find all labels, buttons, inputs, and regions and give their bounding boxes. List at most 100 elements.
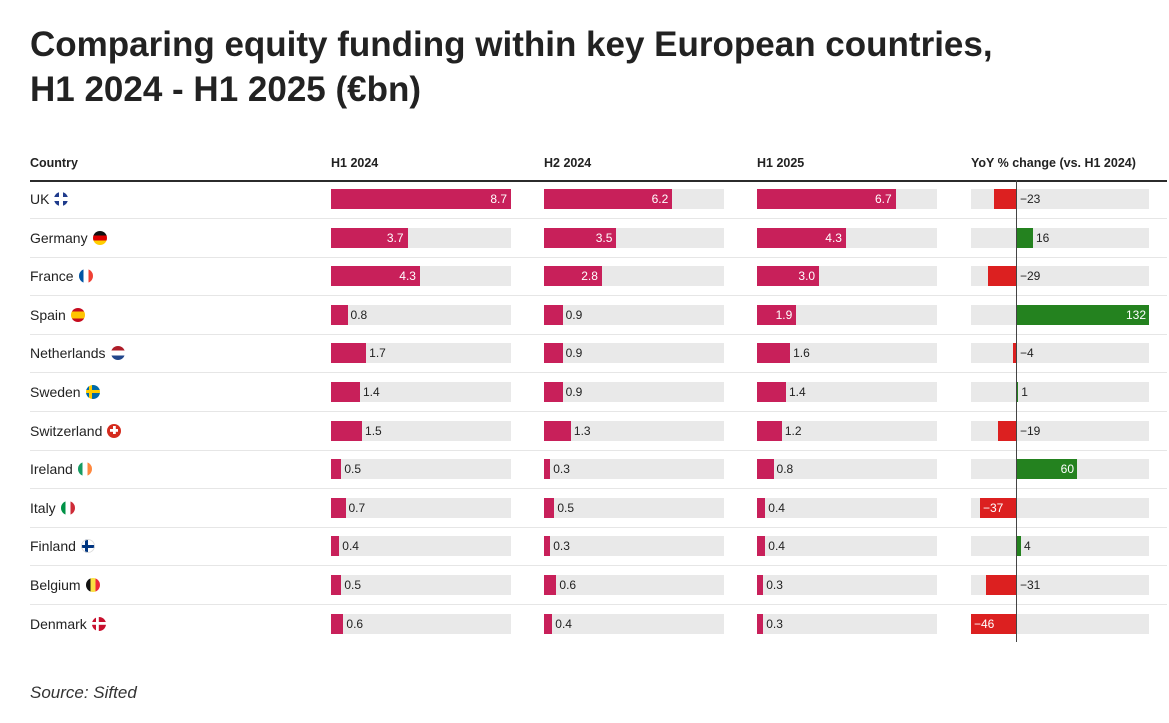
bar-track-h2-2024: 0.9: [544, 304, 724, 325]
country-label: Switzerland: [30, 422, 122, 439]
table-row: Netherlands 1.7 0.9 1.6 −4: [30, 334, 1167, 374]
bar-h1-2025: [757, 304, 797, 325]
yoy-bar-positive: [1017, 382, 1019, 402]
bar-value-label: 0.8: [350, 307, 368, 322]
yoy-value-label: 60: [1060, 462, 1074, 477]
yoy-track: −23: [971, 189, 1149, 209]
table-row: Ireland 0.5 0.3 0.8 60: [30, 450, 1167, 490]
country-label: Denmark: [30, 616, 106, 632]
bar-track-h1-2024: 1.5: [331, 420, 511, 441]
belgium-flag-icon: [85, 578, 100, 592]
denmark-flag-icon: [91, 616, 106, 631]
bar-h1-2025: [757, 575, 764, 595]
country-name: Denmark: [30, 615, 87, 632]
yoy-bar-positive: [1017, 536, 1021, 557]
yoy-track: −19: [971, 420, 1149, 441]
country-name: Switzerland: [30, 422, 103, 439]
bar-h1-2024: [331, 382, 360, 402]
yoy-value-label: 16: [1036, 230, 1050, 245]
header-country: Country: [30, 156, 78, 170]
yoy-value-label: 4: [1024, 539, 1031, 554]
table-row: UK 8.7 6.2 6.7 −23: [30, 180, 1167, 219]
country-name: Sweden: [30, 384, 81, 400]
country-name: Germany: [30, 229, 88, 246]
bar-h1-2025: [757, 382, 786, 402]
bar-h1-2025: [757, 343, 791, 364]
bar-h1-2024: [331, 575, 342, 595]
bar-value-label: 6.2: [651, 192, 669, 206]
netherlands-flag-icon: [110, 346, 125, 361]
bar-track-h1-2025: 1.9: [757, 304, 937, 325]
bar-h1-2025: [757, 536, 766, 557]
bar-track-h2-2024: 2.8: [544, 266, 724, 287]
sweden-flag-icon: [85, 385, 100, 399]
bar-track-h1-2025: 0.4: [757, 497, 937, 518]
country-label: UK: [30, 191, 69, 207]
bar-value-label: 1.4: [362, 385, 380, 399]
yoy-bar-negative: [1013, 343, 1017, 364]
bar-value-label: 0.4: [342, 539, 359, 554]
yoy-track: 1: [971, 382, 1149, 402]
bar-h2-2024: [544, 343, 563, 364]
bar-track-h2-2024: 0.5: [544, 497, 724, 518]
bar-h2-2024: [544, 536, 551, 557]
bar-value-label: 1.2: [784, 423, 802, 438]
bar-track-h2-2024: 3.5: [544, 227, 724, 248]
header-h1-2025: H1 2025: [757, 156, 805, 170]
bar-track-h1-2024: 0.7: [331, 497, 511, 518]
bar-h1-2025: [757, 613, 764, 634]
bar-track-h1-2024: 0.6: [331, 613, 511, 634]
table-row: Switzerland 1.5 1.3 1.2 −19: [30, 412, 1167, 451]
bar-h1-2024: [331, 304, 348, 325]
table-row: Denmark 0.6 0.4 0.3 −46: [30, 605, 1167, 643]
country-label: Germany: [30, 230, 107, 246]
bar-value-label: 1.6: [793, 346, 810, 361]
bar-value-label: 1.9: [775, 307, 793, 322]
bar-value-label: 8.7: [490, 192, 507, 206]
bar-h2-2024: [544, 575, 557, 595]
yoy-bar-positive: [1017, 227, 1033, 248]
bar-value-label: 0.9: [565, 346, 583, 361]
bar-h2-2024: [544, 304, 563, 325]
bar-h1-2024: [331, 420, 362, 441]
yoy-value-label: −23: [1020, 192, 1041, 206]
yoy-bar-negative: [986, 575, 1017, 595]
table-row: Spain 0.8 0.9 1.9 132: [30, 296, 1167, 335]
bar-h1-2024: [331, 613, 344, 634]
yoy-bar-negative: [971, 613, 1017, 634]
bar-track-h1-2025: 3.0: [757, 266, 937, 287]
bar-track-h2-2024: 0.9: [544, 343, 724, 364]
country-label: Belgium: [30, 577, 100, 593]
bar-value-label: 1.7: [369, 346, 386, 361]
yoy-track: 4: [971, 536, 1149, 557]
bar-value-label: 0.4: [768, 539, 785, 554]
yoy-bar-negative: [980, 497, 1017, 518]
bar-h2-2024: [544, 189, 673, 209]
table-row: Italy 0.7 0.5 0.4 −37: [30, 489, 1167, 528]
yoy-track: 16: [971, 227, 1149, 248]
bar-track-h2-2024: 1.3: [544, 420, 724, 441]
bar-track-h1-2024: 0.8: [331, 304, 511, 325]
country-name: Spain: [30, 306, 66, 323]
bar-value-label: 1.4: [788, 385, 806, 399]
yoy-bar-positive: [1017, 459, 1077, 480]
bar-track-h1-2024: 0.5: [331, 575, 511, 595]
bar-track-h1-2025: 4.3: [757, 227, 937, 248]
yoy-track: 60: [971, 459, 1149, 480]
bar-value-label: 0.3: [553, 462, 570, 477]
country-label: France: [30, 268, 93, 284]
chart-title-line-1: Comparing equity funding within key Euro…: [30, 25, 993, 64]
bar-value-label: 0.6: [559, 578, 577, 592]
table-row: Sweden 1.4 0.9 1.4 1: [30, 373, 1167, 412]
bar-track-h1-2024: 1.4: [331, 382, 511, 402]
bar-value-label: 3.5: [595, 230, 613, 245]
table-row: Belgium 0.5 0.6 0.3 −31: [30, 566, 1167, 605]
yoy-value-label: −29: [1020, 269, 1041, 284]
italy-flag-icon: [60, 500, 75, 515]
bar-value-label: 0.4: [555, 616, 572, 631]
bar-track-h1-2024: 8.7: [331, 189, 511, 209]
bar-track-h1-2025: 1.4: [757, 382, 937, 402]
bar-track-h1-2025: 0.3: [757, 613, 937, 634]
yoy-value-label: 132: [1125, 307, 1146, 322]
bar-value-label: 4.3: [399, 269, 416, 284]
